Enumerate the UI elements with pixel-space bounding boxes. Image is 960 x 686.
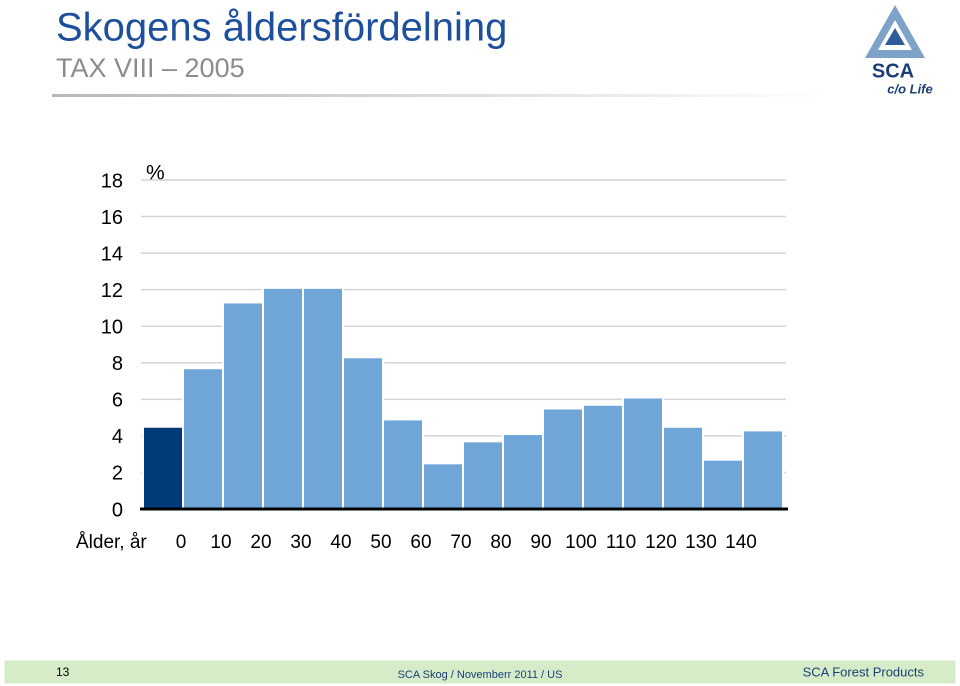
x-tick-label: 30: [290, 532, 311, 553]
logo: SCA c/o Life: [865, 5, 933, 96]
y-tick-label: 16: [101, 207, 123, 229]
footer-band: [3, 659, 957, 685]
x-tick-label: 90: [530, 532, 551, 553]
bar: [422, 462, 464, 510]
bar: [462, 440, 504, 510]
y-tick-label: 2: [112, 463, 123, 485]
bar: [702, 458, 744, 510]
bar: [582, 403, 624, 511]
bar: [222, 301, 264, 511]
bar: [662, 425, 704, 510]
y-tick-label: 8: [112, 353, 123, 375]
x-tick-label: 10: [210, 532, 231, 553]
bar: [502, 433, 544, 510]
y-tick-label: 0: [112, 499, 123, 521]
y-tick-label: 4: [112, 426, 123, 448]
x-tick-label: 20: [250, 532, 271, 553]
x-tick-label: 110: [606, 532, 636, 553]
x-tick-label: 70: [450, 532, 471, 553]
y-tick-label: 6: [112, 390, 123, 412]
logo-mark: [885, 28, 905, 45]
plot: 0 2 4 6 8 10 12 14 16 18 0 10 20 30 40 50 60 70 80 90 100 110…: [101, 170, 788, 553]
y-axis-label: %: [146, 162, 165, 185]
subtitle: TAX VIII – 2005: [56, 53, 245, 83]
logo-tagline: c/o Life: [887, 81, 933, 96]
y-tick-label: 14: [101, 243, 123, 265]
bar: [542, 407, 584, 511]
bar: [142, 425, 184, 510]
x-tick-label: 120: [645, 532, 677, 553]
x-axis-label: Ålder, år: [76, 532, 147, 553]
y-tick-label: 12: [101, 280, 123, 302]
x-tick-label: 60: [410, 532, 431, 553]
bar: [342, 356, 384, 510]
footer-right: SCA Forest Products: [803, 664, 925, 679]
bar: [182, 367, 224, 510]
x-tick-label: 40: [330, 532, 351, 553]
y-tick-label: 10: [101, 317, 123, 339]
title: Skogens åldersfördelning: [56, 6, 507, 50]
bar: [742, 429, 784, 510]
y-tick-label: 18: [101, 170, 123, 192]
footer-center: SCA Skog / Novemberr 2011 / US: [398, 669, 563, 681]
x-tick-label: 0: [176, 532, 187, 553]
x-tick-label: 80: [490, 532, 511, 553]
bar: [382, 418, 424, 511]
header-rule: [52, 94, 832, 97]
x-tick-label: 100: [565, 532, 597, 553]
bar: [262, 286, 304, 511]
x-tick-label: 130: [685, 532, 717, 553]
bar: [622, 396, 664, 510]
x-tick-label: 50: [370, 532, 391, 553]
logo-name: SCA: [872, 60, 914, 82]
bar: [302, 286, 344, 511]
footer-page: 13: [56, 665, 70, 679]
x-tick-label: 140: [725, 532, 757, 553]
